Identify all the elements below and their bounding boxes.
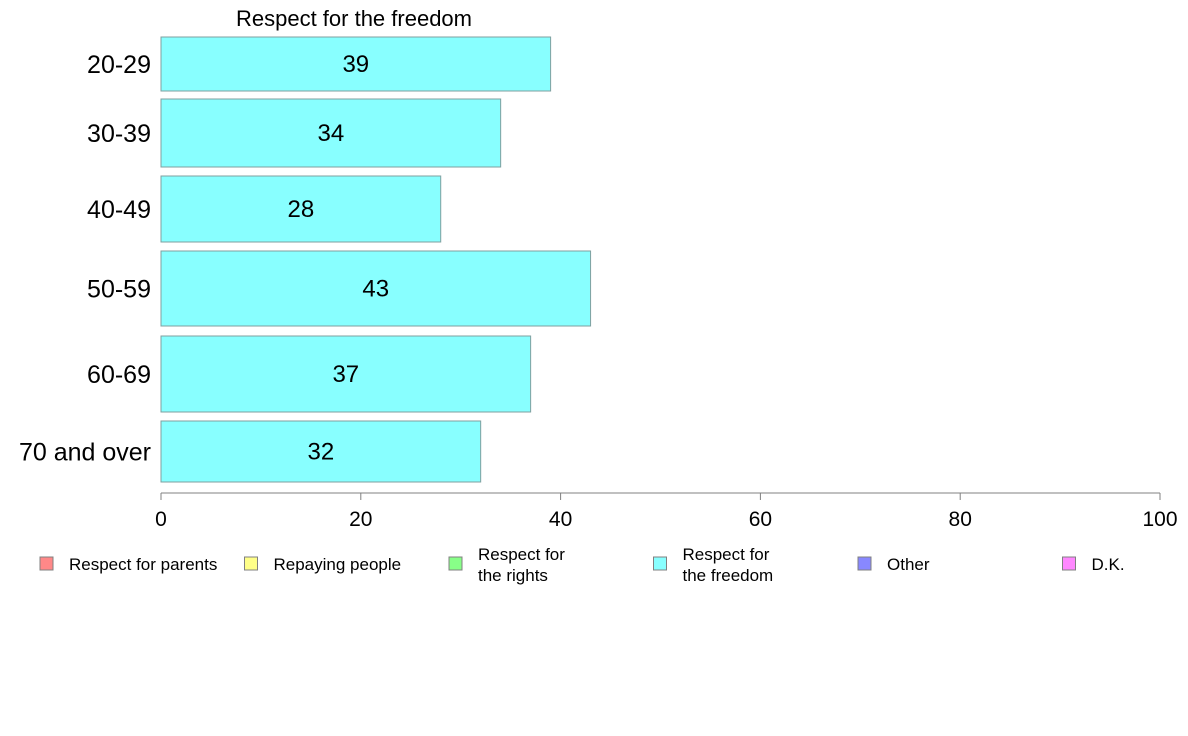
category-label: 60-69	[87, 361, 151, 389]
legend-swatch	[653, 556, 667, 571]
x-tick-label: 0	[155, 508, 167, 531]
legend-swatch	[244, 556, 258, 571]
bar-value-label: 39	[342, 51, 369, 78]
legend-label: Respect for	[683, 545, 770, 564]
bar-value-label: 32	[307, 439, 334, 466]
x-tick-label: 80	[949, 508, 972, 531]
bar-value-label: 37	[332, 361, 359, 388]
legend-label: the rights	[478, 566, 548, 585]
legend-label: Repaying people	[274, 555, 402, 574]
bar-value-label: 34	[317, 120, 344, 147]
chart-title: Respect for the freedom	[236, 6, 472, 31]
legend-swatch	[1062, 556, 1076, 571]
legend: Respect for parents Repaying people Respec…	[39, 545, 1125, 585]
category-label: 70 and over	[19, 439, 151, 467]
x-tick-label: 40	[549, 508, 572, 531]
bar	[160, 250, 592, 327]
legend-label: D.K.	[1092, 555, 1125, 574]
legend-label: Other	[887, 555, 930, 574]
legend-swatch	[448, 556, 463, 571]
category-label: 50-59	[87, 276, 151, 304]
x-tick-label: 20	[349, 508, 372, 531]
legend-label: Respect for	[478, 545, 565, 564]
legend-label: Respect for parents	[69, 555, 217, 574]
legend-label: the freedom	[683, 566, 774, 585]
category-label: 30-39	[87, 120, 151, 148]
bar	[160, 335, 532, 413]
bar	[160, 175, 442, 243]
bar-value-label: 28	[288, 196, 315, 223]
legend-swatch	[857, 556, 872, 571]
x-tick-label: 60	[749, 508, 772, 531]
bar-value-label: 43	[362, 276, 389, 303]
bar-group: 39 20-29 34 30-39 28 40-49 43 50-59 37 60-69 32 70 …	[19, 36, 592, 483]
category-label: 40-49	[87, 196, 151, 224]
bar	[160, 98, 502, 168]
legend-swatch	[39, 556, 54, 571]
x-tick-label: 100	[1142, 508, 1177, 531]
bar	[160, 420, 482, 483]
bar	[160, 36, 552, 92]
x-axis: 0 20 40 60 80 100	[155, 492, 1178, 531]
category-label: 20-29	[87, 51, 151, 79]
